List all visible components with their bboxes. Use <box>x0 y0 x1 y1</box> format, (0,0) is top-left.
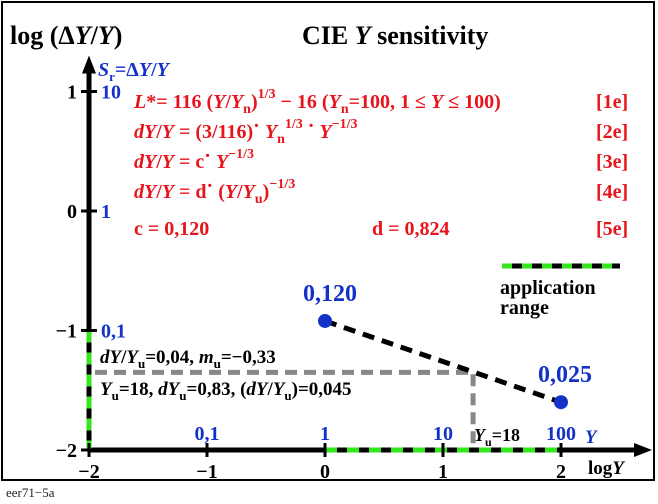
tag-4e: [4e] <box>596 181 628 203</box>
tag-2e: [2e] <box>596 121 628 143</box>
sr-axis-label: Sr=ΔY/Y <box>98 59 171 84</box>
sr-tick-label-2: 0,1 <box>101 321 126 343</box>
y-secondary-tick-label-2: 10 <box>433 423 453 445</box>
x-tick-label-1: −1 <box>196 461 217 483</box>
point-label-0: 0,120 <box>303 281 357 307</box>
y-secondary-tick-label-3: 100 <box>546 423 576 445</box>
x-tick-label-4: 2 <box>556 461 566 483</box>
equation-1e: L*= 116 (Y/Yn)1/3 − 16 (Yn=100, 1 ≤ Y ≤ … <box>133 87 501 117</box>
equation-3e: dY/Y = c· Y−1/3 <box>134 145 254 173</box>
tag-1e: [1e] <box>596 91 628 113</box>
equation-4e: dY/Y = d· (Y/Yu)−1/3 <box>134 175 295 207</box>
data-point-0 <box>318 313 332 328</box>
data-point-1 <box>554 395 568 410</box>
yu-guide-line <box>95 369 476 446</box>
yu-axis-annotation: Yu=18 <box>474 425 520 449</box>
y-tick-label-1: 0 <box>67 201 77 223</box>
chart-title: CIE Y sensitivity <box>302 21 488 50</box>
legend-application-range-label-2: range <box>500 297 549 319</box>
equation-2e: dY/Y = (3/116)· Yn1/3 · Y−1/3 <box>134 115 358 147</box>
y-axis-title: log (ΔY/Y) <box>10 21 122 50</box>
slope-annotation: dY/Yu=0,04, mu=−0,33 <box>100 347 276 371</box>
point-label-1: 0,025 <box>538 362 592 388</box>
x-tick-label-3: 1 <box>438 461 448 483</box>
figure-code: eer71−5a <box>6 485 55 500</box>
y-axis-arrow <box>82 55 96 74</box>
y-tick-label-2: −1 <box>56 321 77 343</box>
x-tick-label-2: 0 <box>320 461 330 483</box>
y-secondary-tick-label-1: 1 <box>320 423 330 445</box>
y-tick-label-3: −2 <box>56 440 77 462</box>
equation-5e-d: d = 0,824 <box>372 218 450 240</box>
sr-tick-label-1: 1 <box>101 201 111 223</box>
legend-application-range-label-1: application <box>500 277 596 299</box>
chart-frame <box>1 1 655 481</box>
y-secondary-tick-label-0: 0,1 <box>195 423 220 445</box>
equation-block: L*= 116 (Y/Yn)1/3 − 16 (Yn=100, 1 ≤ Y ≤ … <box>133 87 628 240</box>
yu-annotation: Yu=18, dYu=0,83, (dY/Yu)=0,045 <box>100 379 352 403</box>
x-secondary-axis-label: Y <box>585 427 599 448</box>
tag-3e: [3e] <box>596 151 628 173</box>
x-axis-title: logY <box>588 458 626 479</box>
y-tick-label-0: 1 <box>67 82 77 104</box>
sensitivity-series-line <box>324 318 562 405</box>
x-tick-label-0: −2 <box>78 461 99 483</box>
equation-5e-c: c = 0,120 <box>134 218 209 240</box>
tag-5e: [5e] <box>596 218 628 240</box>
x-axis-arrow <box>634 443 652 457</box>
sr-tick-label-0: 10 <box>101 82 121 104</box>
